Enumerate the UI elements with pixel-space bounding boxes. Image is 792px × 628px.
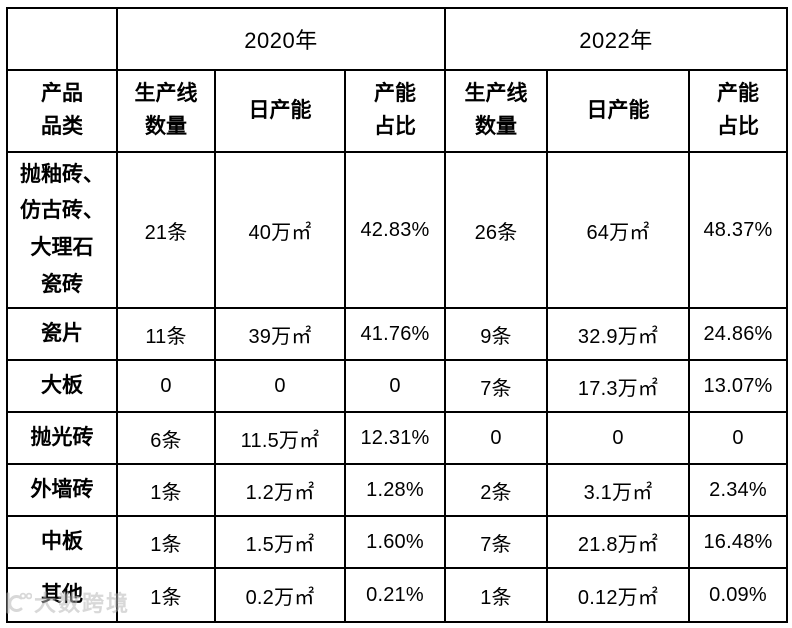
table-header-row: 产品 品类 生产线 数量 日产能 产能 占比 生产线 数量 日产能 产能 占比 <box>6 69 788 153</box>
cell-value: 0 <box>688 411 788 465</box>
cell-value: 24.86% <box>688 307 788 361</box>
year-header-2022: 2022年 <box>444 7 788 71</box>
cell-value: 21条 <box>116 151 216 309</box>
cell-value: 1.2万㎡ <box>214 463 346 517</box>
cell-value: 1条 <box>116 567 216 623</box>
cell-value: 0.09% <box>688 567 788 623</box>
cell-value: 32.9万㎡ <box>546 307 690 361</box>
cell-value: 1.5万㎡ <box>214 515 346 569</box>
capacity-table: 2020年 2022年 产品 品类 生产线 数量 日产能 产能 占比 生产线 数… <box>6 7 788 623</box>
header-daily-capacity-2020: 日产能 <box>214 69 346 153</box>
table-row: 中板 1条 1.5万㎡ 1.60% 7条 21.8万㎡ 16.48% <box>6 515 788 569</box>
year-header-2020: 2020年 <box>116 7 446 71</box>
table-row: 外墙砖 1条 1.2万㎡ 1.28% 2条 3.1万㎡ 2.34% <box>6 463 788 517</box>
cell-value: 0 <box>214 359 346 413</box>
cell-value: 7条 <box>444 515 548 569</box>
cell-value: 0.21% <box>344 567 446 623</box>
row-label-large-slab: 大板 <box>6 359 118 413</box>
cell-value: 64万㎡ <box>546 151 690 309</box>
header-capacity-share-2022: 产能 占比 <box>688 69 788 153</box>
row-label-others: 其他 <box>6 567 118 623</box>
cell-value: 3.1万㎡ <box>546 463 690 517</box>
row-label-glazed-antique-marble: 抛釉砖、 仿古砖、 大理石 瓷砖 <box>6 151 118 309</box>
header-daily-capacity-2022: 日产能 <box>546 69 690 153</box>
cell-value: 21.8万㎡ <box>546 515 690 569</box>
cell-value: 1.28% <box>344 463 446 517</box>
row-label-exterior-wall-tile: 外墙砖 <box>6 463 118 517</box>
cell-value: 42.83% <box>344 151 446 309</box>
cell-value: 7条 <box>444 359 548 413</box>
cell-value: 16.48% <box>688 515 788 569</box>
header-capacity-share-2020: 产能 占比 <box>344 69 446 153</box>
header-lines-2022: 生产线 数量 <box>444 69 548 153</box>
cell-value: 0 <box>546 411 690 465</box>
cell-value: 0 <box>116 359 216 413</box>
cell-value: 41.76% <box>344 307 446 361</box>
cell-value: 1条 <box>444 567 548 623</box>
cell-value: 1条 <box>116 515 216 569</box>
cell-value: 17.3万㎡ <box>546 359 690 413</box>
cell-value: 0 <box>344 359 446 413</box>
cell-value: 12.31% <box>344 411 446 465</box>
cell-value: 1.60% <box>344 515 446 569</box>
cell-value: 9条 <box>444 307 548 361</box>
cell-value: 0.12万㎡ <box>546 567 690 623</box>
header-product-category: 产品 品类 <box>6 69 118 153</box>
header-lines-2020: 生产线 数量 <box>116 69 216 153</box>
cell-value: 48.37% <box>688 151 788 309</box>
cell-value: 40万㎡ <box>214 151 346 309</box>
cell-value: 39万㎡ <box>214 307 346 361</box>
cell-value: 0 <box>444 411 548 465</box>
table-row: 其他 1条 0.2万㎡ 0.21% 1条 0.12万㎡ 0.09% <box>6 567 788 623</box>
cell-value: 6条 <box>116 411 216 465</box>
cell-value: 11.5万㎡ <box>214 411 346 465</box>
cell-value: 26条 <box>444 151 548 309</box>
table-row: 大板 0 0 0 7条 17.3万㎡ 13.07% <box>6 359 788 413</box>
table-row: 抛光砖 6条 11.5万㎡ 12.31% 0 0 0 <box>6 411 788 465</box>
cell-value: 0.2万㎡ <box>214 567 346 623</box>
cell-value: 2.34% <box>688 463 788 517</box>
table-row: 2020年 2022年 <box>6 7 788 71</box>
table-row: 瓷片 11条 39万㎡ 41.76% 9条 32.9万㎡ 24.86% <box>6 307 788 361</box>
cell-value: 1条 <box>116 463 216 517</box>
table-row: 抛釉砖、 仿古砖、 大理石 瓷砖 21条 40万㎡ 42.83% 26条 64万… <box>6 151 788 309</box>
cell-value: 11条 <box>116 307 216 361</box>
row-label-ceramic-sheet: 瓷片 <box>6 307 118 361</box>
corner-cell <box>6 7 118 71</box>
cell-value: 2条 <box>444 463 548 517</box>
row-label-middle-slab: 中板 <box>6 515 118 569</box>
row-label-polished-tile: 抛光砖 <box>6 411 118 465</box>
cell-value: 13.07% <box>688 359 788 413</box>
